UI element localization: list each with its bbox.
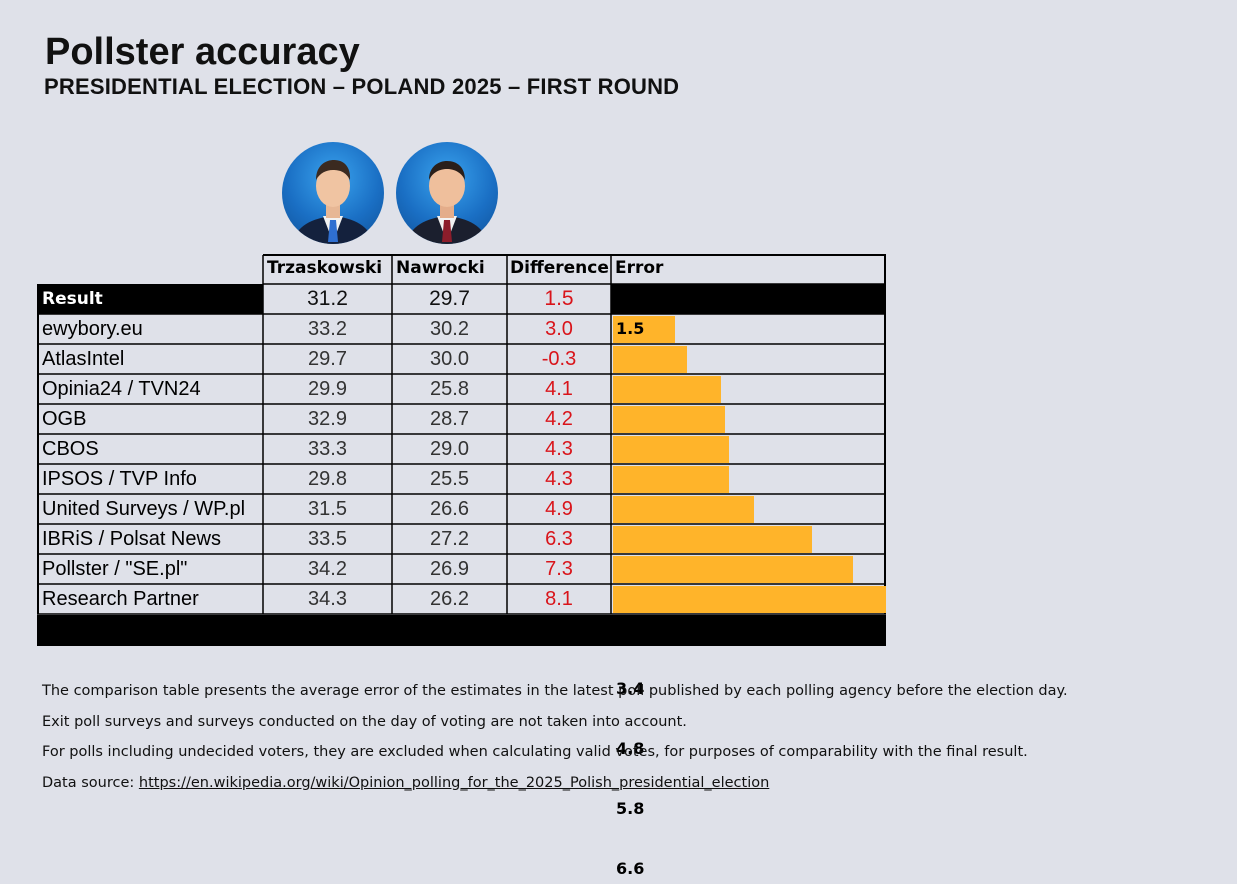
candidate-2-tie xyxy=(442,220,452,242)
row-8-pollster-cell: IBRiS / Polsat News xyxy=(42,528,221,550)
row-5-difference-cell: 4.3 xyxy=(545,438,573,460)
row-10-nawrocki-cell: 26.2 xyxy=(430,588,469,610)
result-nawrocki-cell: 29.7 xyxy=(429,287,470,310)
row-1-error-label: 1.5 xyxy=(616,319,645,338)
error-bar-6 xyxy=(613,466,729,493)
column-header-3: Difference xyxy=(510,258,609,278)
row-8-difference-cell: 6.3 xyxy=(545,528,573,550)
chart-title: Pollster accuracy xyxy=(45,31,360,73)
row-6-difference-cell: 4.3 xyxy=(545,468,573,490)
table-grid xyxy=(37,254,886,646)
row-1-pollster-cell: ewybory.eu xyxy=(42,318,143,340)
row-4-difference-cell: 4.2 xyxy=(545,408,573,430)
result-error-bg xyxy=(611,284,886,314)
row-6-nawrocki-cell: 25.5 xyxy=(430,468,469,490)
row-9-pollster-cell: Pollster / "SE.pl" xyxy=(42,558,188,580)
row-8-trzaskowski-cell: 33.5 xyxy=(308,528,347,550)
row-10-trzaskowski-cell: 34.3 xyxy=(308,588,347,610)
footnote-3: For polls including undecided voters, th… xyxy=(42,744,1028,760)
row-4-nawrocki-cell: 28.7 xyxy=(430,408,469,430)
error-bar-1 xyxy=(613,316,675,343)
row-10-pollster-cell: Research Partner xyxy=(42,588,199,610)
error-bar-8 xyxy=(613,526,812,553)
table-cells: Trzaskowski Nawrocki Difference Error Result… xyxy=(37,254,886,878)
row-9-difference-cell: 7.3 xyxy=(545,558,573,580)
row-9-error-label: 5.8 xyxy=(616,799,645,818)
row-7-trzaskowski-cell: 31.5 xyxy=(308,498,347,520)
row-1-nawrocki-cell: 30.2 xyxy=(430,318,469,340)
row-7-pollster-cell: United Surveys / WP.pl xyxy=(42,498,246,520)
row-2-trzaskowski-cell: 29.7 xyxy=(308,348,347,370)
candidate-2-avatar xyxy=(396,142,498,244)
row-10-difference-cell: 8.1 xyxy=(545,588,573,610)
row-5-nawrocki-cell: 29.0 xyxy=(430,438,469,460)
footnote-1: The comparison table presents the averag… xyxy=(42,683,1068,699)
row-2-pollster-cell: AtlasIntel xyxy=(42,348,125,370)
row-2-nawrocki-cell: 30.0 xyxy=(430,348,469,370)
data-source-label: Data source: xyxy=(42,774,139,791)
row-6-pollster-cell: IPSOS / TVP Info xyxy=(42,468,197,490)
error-bar-4 xyxy=(613,406,725,433)
table-footer-band xyxy=(37,615,886,646)
row-8-error-label: 4.8 xyxy=(616,739,645,758)
footnotes: The comparison table presents the averag… xyxy=(42,682,1068,804)
column-header-1: Trzaskowski xyxy=(267,258,383,278)
row-9-nawrocki-cell: 26.9 xyxy=(430,558,469,580)
error-bar-7 xyxy=(613,496,754,523)
result-label-cell: Result xyxy=(42,289,103,309)
row-3-difference-cell: 4.1 xyxy=(545,378,573,400)
row-1-difference-cell: 3.0 xyxy=(545,318,573,340)
result-trzaskowski-cell: 31.2 xyxy=(307,287,348,310)
error-bar-5 xyxy=(613,436,729,463)
chart-subtitle: PRESIDENTIAL ELECTION – POLAND 2025 – FI… xyxy=(44,74,680,99)
data-source-link[interactable]: https://en.wikipedia.org/wiki/Opinion_po… xyxy=(138,774,770,791)
candidate-1-avatar xyxy=(282,142,384,244)
row-5-trzaskowski-cell: 33.3 xyxy=(308,438,347,460)
column-header-4: Error xyxy=(615,258,664,278)
row-1-trzaskowski-cell: 33.2 xyxy=(308,318,347,340)
row-6-trzaskowski-cell: 29.8 xyxy=(308,468,347,490)
error-bar-3 xyxy=(613,376,721,403)
error-bar-10 xyxy=(613,586,886,613)
candidate-1-tie xyxy=(328,220,338,242)
row-7-nawrocki-cell: 26.6 xyxy=(430,498,469,520)
row-3-trzaskowski-cell: 29.9 xyxy=(308,378,347,400)
row-4-trzaskowski-cell: 32.9 xyxy=(308,408,347,430)
row-6-error-label: 2.8 xyxy=(616,619,645,638)
pollster-accuracy-table: Trzaskowski Nawrocki Difference Error Result… xyxy=(37,254,886,878)
column-header-2: Nawrocki xyxy=(396,258,485,278)
row-2-difference-cell: -0.3 xyxy=(541,348,577,370)
row-5-pollster-cell: CBOS xyxy=(42,438,99,460)
result-difference-cell: 1.5 xyxy=(544,287,574,310)
row-9-trzaskowski-cell: 34.2 xyxy=(308,558,347,580)
error-bar-9 xyxy=(613,556,853,583)
row-4-pollster-cell: OGB xyxy=(42,408,87,430)
result-row-bg xyxy=(37,284,263,314)
row-3-pollster-cell: Opinia24 / TVN24 xyxy=(42,378,201,400)
row-8-nawrocki-cell: 27.2 xyxy=(430,528,469,550)
row-7-error-label: 3.4 xyxy=(616,679,645,698)
error-bar-2 xyxy=(613,346,687,373)
footnote-2: Exit poll surveys and surveys conducted … xyxy=(42,713,687,730)
data-source: Data source: https://en.wikipedia.org/wi… xyxy=(42,774,1068,792)
row-3-nawrocki-cell: 25.8 xyxy=(430,378,469,400)
row-7-difference-cell: 4.9 xyxy=(545,498,573,520)
